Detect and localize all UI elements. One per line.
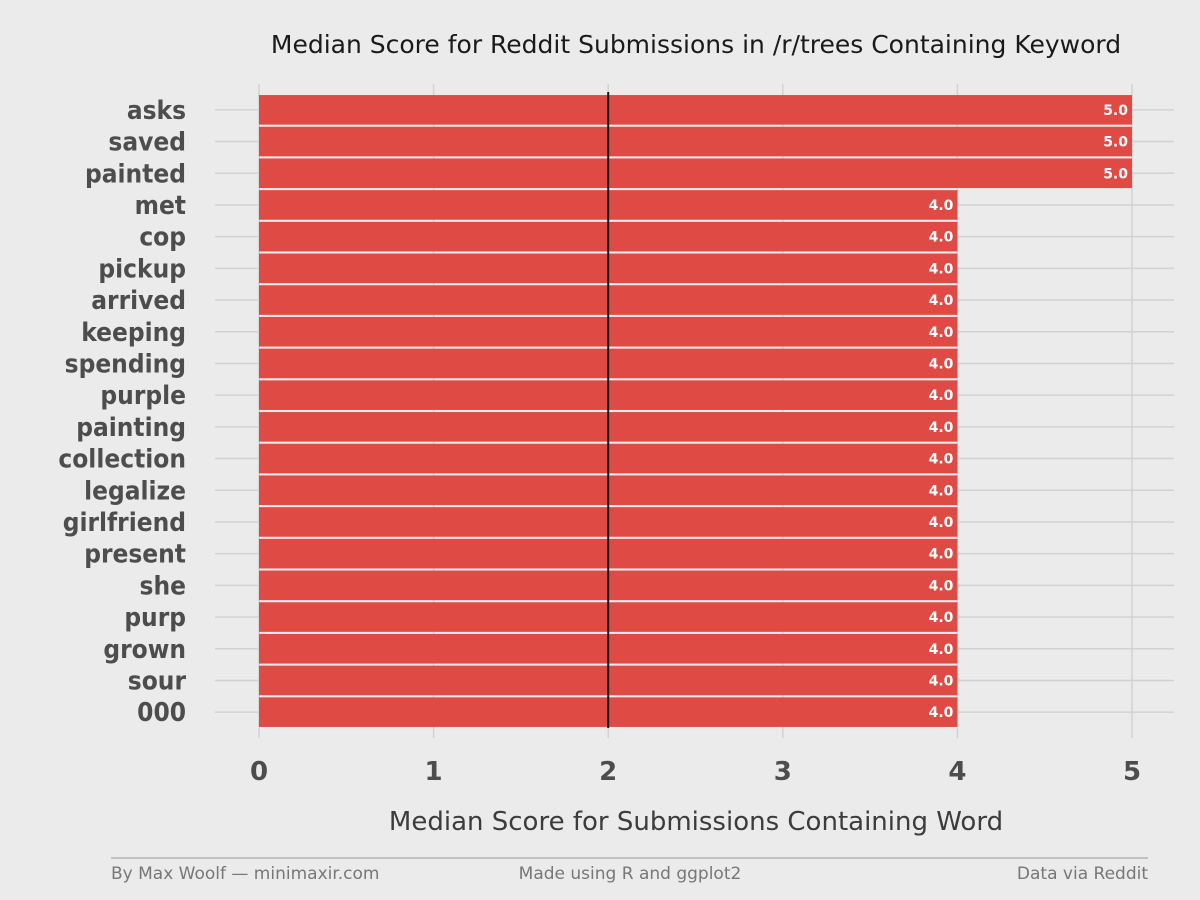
data-label-present: 4.0 bbox=[929, 547, 954, 563]
data-label-girlfriend: 4.0 bbox=[929, 515, 954, 531]
x-tick-label-4: 4 bbox=[948, 757, 966, 787]
category-label-purple: purple bbox=[100, 381, 186, 411]
category-label-spending: spending bbox=[65, 349, 186, 379]
footer-tool: Made using R and ggplot2 bbox=[518, 864, 742, 884]
data-label-purp: 4.0 bbox=[929, 610, 954, 626]
x-tick-labels: 0 1 2 3 4 5 bbox=[250, 757, 1141, 787]
data-label-pickup: 4.0 bbox=[929, 261, 954, 277]
category-labels: askssavedpaintedmetcoppickuparrivedkeepi… bbox=[58, 96, 186, 728]
category-label-asks: asks bbox=[127, 96, 186, 126]
data-label-sour: 4.0 bbox=[929, 673, 954, 689]
data-label-000: 4.0 bbox=[929, 705, 954, 721]
bar-saved bbox=[259, 126, 1132, 157]
x-tick-label-3: 3 bbox=[774, 757, 792, 787]
bar-painted bbox=[259, 158, 1132, 189]
data-label-painting: 4.0 bbox=[929, 420, 954, 436]
data-label-legalize: 4.0 bbox=[929, 483, 954, 499]
data-label-cop: 4.0 bbox=[929, 230, 954, 246]
category-label-painting: painting bbox=[76, 413, 186, 443]
x-axis-label: Median Score for Submissions Containing … bbox=[389, 807, 1003, 837]
category-label-000: 000 bbox=[137, 698, 186, 728]
footer-source: Data via Reddit bbox=[1016, 864, 1148, 884]
data-label-painted: 5.0 bbox=[1103, 166, 1128, 182]
category-label-met: met bbox=[135, 191, 186, 221]
data-label-arrived: 4.0 bbox=[929, 293, 954, 309]
data-labels: 5.0 5.0 5.0 4.0 4.0 4.0 4.0 4.0 4.0 4.0 4.0 4.0 4.0 4… bbox=[929, 103, 1129, 721]
category-label-collection: collection bbox=[58, 445, 186, 475]
data-label-grown: 4.0 bbox=[929, 642, 954, 658]
category-label-saved: saved bbox=[108, 128, 186, 158]
category-label-painted: painted bbox=[85, 159, 186, 189]
category-label-arrived: arrived bbox=[91, 286, 186, 316]
data-label-spending: 4.0 bbox=[929, 356, 954, 372]
category-label-girlfriend: girlfriend bbox=[63, 508, 186, 538]
category-label-pickup: pickup bbox=[98, 254, 186, 284]
category-label-keeping: keeping bbox=[81, 318, 186, 348]
bars bbox=[259, 95, 1132, 727]
category-label-purp: purp bbox=[124, 603, 186, 633]
data-label-purple: 4.0 bbox=[929, 388, 954, 404]
data-label-saved: 5.0 bbox=[1103, 135, 1128, 151]
data-label-keeping: 4.0 bbox=[929, 325, 954, 341]
x-tick-label-1: 1 bbox=[425, 757, 443, 787]
data-label-she: 4.0 bbox=[929, 578, 954, 594]
footer-credit: By Max Woolf — minimaxir.com bbox=[111, 864, 380, 884]
data-label-met: 4.0 bbox=[929, 198, 954, 214]
x-tick-label-0: 0 bbox=[250, 757, 268, 787]
category-label-present: present bbox=[84, 540, 186, 570]
category-label-legalize: legalize bbox=[84, 476, 186, 506]
category-label-cop: cop bbox=[139, 223, 186, 253]
data-label-asks: 5.0 bbox=[1103, 103, 1128, 119]
x-tick-label-2: 2 bbox=[599, 757, 617, 787]
category-label-grown: grown bbox=[103, 635, 186, 665]
chart-title: Median Score for Reddit Submissions in /… bbox=[271, 30, 1121, 59]
data-label-collection: 4.0 bbox=[929, 452, 954, 468]
category-label-sour: sour bbox=[128, 666, 187, 696]
category-label-she: she bbox=[140, 571, 186, 601]
x-tick-label-5: 5 bbox=[1123, 757, 1141, 787]
bar-asks bbox=[259, 95, 1132, 125]
